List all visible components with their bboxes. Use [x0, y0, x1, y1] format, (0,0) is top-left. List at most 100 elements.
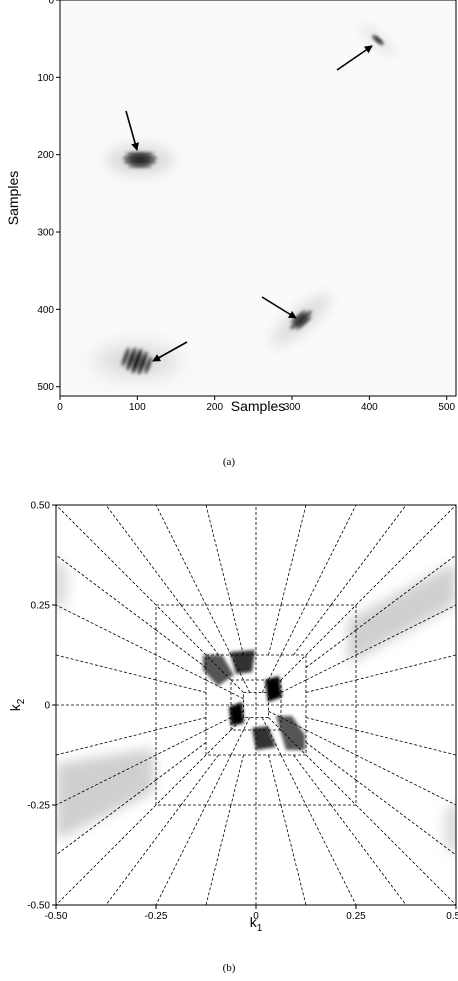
panel-a-xlabel: Samples — [231, 398, 285, 414]
wedge-outer-lower-right — [444, 802, 456, 854]
tiling-wedge-line — [56, 754, 157, 806]
tiling-wedge-line — [155, 654, 207, 681]
tiling-wedge-line — [56, 604, 157, 656]
tiling-wedge-line — [280, 729, 307, 756]
tiling-wedge-line — [205, 604, 232, 656]
y-tick-label: 200 — [37, 150, 54, 161]
feature-lower-left — [95, 345, 179, 377]
tiling-wedge-line — [293, 604, 332, 656]
panel-b-xlabel-sub: 1 — [257, 923, 263, 934]
tiling-wedge-line — [155, 742, 207, 781]
x-tick-label: 0 — [253, 911, 259, 922]
x-tick-label: 0.25 — [346, 911, 366, 922]
tiling-wedge-line — [205, 505, 232, 606]
tiling-wedge-line — [355, 554, 456, 631]
x-tick-label: 0.50 — [446, 911, 458, 922]
arrow-upper-left — [125, 110, 139, 151]
panel-b-wedges — [56, 559, 456, 854]
tiling-wedge-line — [205, 654, 232, 681]
tiling-wedge-line — [280, 754, 307, 806]
tiling-wedge-line — [355, 779, 456, 856]
panel-b-tiling-lines — [56, 505, 456, 905]
tiling-wedge-line — [243, 679, 251, 693]
tiling-wedge-line — [155, 604, 207, 656]
tiling-wedge-line — [305, 679, 357, 693]
tiling-wedge-line — [305, 629, 357, 668]
tiling-wedge-line — [155, 679, 207, 693]
tiling-wedge-line — [280, 654, 307, 681]
panel-a-ylabel: Samples — [5, 171, 21, 225]
feature-upper-left — [106, 144, 174, 176]
tiling-wedge-line — [268, 710, 282, 718]
panel-a-features — [95, 25, 396, 377]
tiling-wedge-line — [261, 717, 269, 731]
tiling-wedge-line — [268, 679, 282, 693]
x-tick-label: 500 — [438, 402, 455, 413]
y-tick-label: -0.50 — [27, 901, 50, 912]
tiling-wedge-line — [56, 654, 157, 681]
tiling-wedge-line — [230, 692, 244, 700]
y-tick-label: 0 — [44, 701, 50, 712]
x-tick-label: -0.50 — [45, 911, 68, 922]
y-tick-label: 300 — [37, 228, 54, 239]
arrow-lower-left — [152, 341, 188, 362]
tiling-wedge-line — [105, 804, 182, 905]
y-tick-label: -0.25 — [27, 801, 50, 812]
tiling-wedge-line — [261, 679, 269, 693]
tiling-wedge-line — [280, 505, 307, 606]
x-tick-label: 100 — [129, 402, 146, 413]
tiling-wedge-line — [355, 505, 456, 606]
tiling-wedge-line — [268, 692, 282, 700]
tiling-wedge-line — [280, 804, 307, 905]
tiling-wedge-line — [305, 742, 357, 781]
tiling-wedge-line — [293, 754, 332, 806]
tiling-wedge-line — [180, 754, 219, 806]
wedge-inner-right — [265, 676, 282, 702]
feature-top-right — [360, 25, 396, 55]
tiling-wedge-line — [268, 604, 282, 656]
tiling-wedge-line — [355, 604, 456, 656]
tiling-wedge-line — [56, 779, 157, 856]
tiling-wedge-line — [268, 754, 282, 806]
tiling-wedge-line — [230, 604, 244, 656]
x-tick-label: 400 — [361, 402, 378, 413]
panel-b-ylabel-main: k — [7, 703, 23, 711]
tiling-wedge-line — [155, 629, 207, 668]
tiling-wedge-line — [330, 804, 407, 905]
tiling-wedge-line — [243, 717, 251, 731]
wedge-inner-lower-right — [276, 716, 305, 750]
y-tick-label: 500 — [37, 382, 54, 393]
tiling-wedge-line — [205, 804, 232, 905]
tiling-wedge-line — [155, 804, 207, 905]
wedge-outer-upper-left — [56, 559, 68, 611]
tiling-wedge-line — [305, 654, 357, 681]
tiling-wedge-line — [155, 729, 207, 756]
tiling-wedge-line — [155, 717, 207, 731]
panel-b: -0.50 -0.25 0 0.25 0.50 0.50 0.25 0 -0.25 -0.50 k… — [7, 501, 458, 975]
tiling-wedge-line — [155, 505, 207, 606]
panel-a-caption: (a) — [223, 456, 236, 468]
wedge-outer-upper-right — [348, 562, 456, 664]
panel-b-xlabel: k1 — [250, 914, 263, 934]
tiling-wedge-line — [230, 679, 244, 693]
tiling-wedge-line — [305, 754, 357, 806]
panel-b-caption: (b) — [223, 962, 236, 974]
tiling-wedge-line — [105, 505, 182, 606]
tiling-wedge-line — [56, 804, 157, 905]
x-tick-label: 0 — [57, 402, 63, 413]
panel-b-ticks: -0.50 -0.25 0 0.25 0.50 0.50 0.25 0 -0.25 -0.50 — [27, 501, 458, 923]
tiling-wedge-line — [355, 654, 456, 681]
x-tick-label: 300 — [284, 402, 301, 413]
tiling-wedge-line — [268, 717, 282, 731]
tiling-wedge-line — [205, 729, 232, 756]
y-tick-label: 0.50 — [31, 501, 51, 512]
panel-b-xlabel-main: k — [250, 914, 258, 930]
y-tick-label: 0 — [48, 0, 54, 7]
tiling-wedge-line — [155, 754, 207, 806]
tiling-wedge-line — [305, 804, 357, 905]
tiling-wedge-line — [205, 754, 232, 806]
y-tick-label: 400 — [37, 305, 54, 316]
tiling-wedge-line — [305, 717, 357, 731]
arrow-top-right — [336, 45, 373, 71]
